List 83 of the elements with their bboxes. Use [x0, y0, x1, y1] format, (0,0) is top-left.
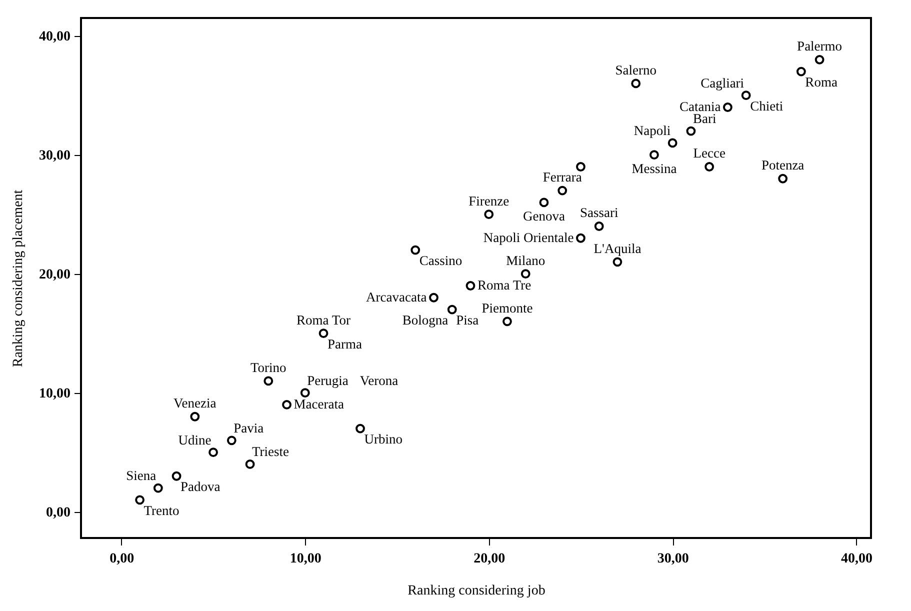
point: [502, 316, 512, 326]
annotation: Macerata: [294, 396, 344, 412]
annotation: Pisa: [456, 312, 479, 328]
point: [722, 102, 732, 112]
point: [741, 90, 751, 100]
x-axis-title: Ranking considering job: [408, 584, 546, 598]
point: [520, 269, 530, 279]
annotation: Siena: [126, 468, 156, 484]
point: [245, 460, 255, 469]
annotation: Lecce: [693, 146, 726, 161]
point: [466, 281, 476, 290]
annotation: Palermo: [797, 38, 842, 54]
annotation: Perugia: [307, 372, 348, 388]
x-tick-label: 0,00: [110, 552, 134, 566]
y-tick-label: 0,00: [46, 505, 70, 520]
point: [447, 304, 457, 314]
x-tick-label: 10,00: [290, 552, 322, 566]
point: [484, 210, 494, 220]
point: [558, 186, 568, 196]
annotation: Napoli: [634, 122, 671, 138]
point: [612, 257, 622, 267]
annotation: Verona: [360, 373, 398, 388]
x-tick-label: 40,00: [841, 552, 873, 566]
point: [668, 138, 678, 148]
annotation: Napoli Orientale: [483, 230, 574, 246]
annotation: Cagliari: [700, 75, 744, 90]
point: [429, 292, 438, 302]
annotation: Roma Tor: [296, 312, 351, 328]
annotation: Trieste: [252, 444, 290, 460]
annotation: Arcavacata: [366, 290, 427, 305]
point: [594, 222, 604, 231]
annotation: Trento: [144, 502, 180, 518]
annotation: Sassari: [580, 205, 618, 220]
annotation: Venezia: [174, 396, 216, 411]
point: [135, 495, 144, 505]
point: [208, 448, 218, 458]
annotation: Salerno: [615, 62, 657, 78]
point: [814, 54, 824, 64]
y-tick-label: 30,00: [39, 148, 70, 164]
annotation: Chieti: [750, 98, 784, 114]
annotation: Ferrara: [542, 170, 582, 185]
annotation: Udine: [178, 432, 212, 448]
point: [796, 66, 806, 76]
x-tick-label: 20,00: [474, 552, 506, 566]
y-tick-label: 20,00: [39, 267, 70, 282]
point: [631, 78, 641, 88]
annotation: L'Aquila: [594, 240, 642, 256]
point: [778, 174, 788, 184]
annotation: Parma: [328, 336, 362, 352]
point: [282, 400, 292, 410]
point: [172, 471, 182, 481]
annotation: Messina: [632, 160, 677, 176]
point: [190, 412, 200, 422]
annotation: Piemonte: [482, 300, 533, 316]
y-tick-label: 40,00: [39, 29, 70, 44]
annotation: Urbino: [364, 432, 403, 447]
point: [686, 126, 696, 136]
y-axis-title: Ranking considering placement: [11, 190, 26, 368]
point: [318, 328, 328, 338]
annotation: Potenza: [761, 158, 804, 173]
annotation: Milano: [506, 252, 546, 268]
annotation: Torino: [250, 360, 287, 375]
point: [264, 376, 274, 386]
point: [539, 198, 549, 208]
point: [576, 233, 586, 243]
annotation: Cassino: [419, 253, 462, 268]
annotation: Roma Tre: [477, 278, 532, 293]
point: [226, 436, 236, 446]
point: [356, 424, 365, 434]
annotation: Genova: [522, 208, 565, 224]
annotation: Roma: [805, 74, 838, 90]
annotation: Firenze: [468, 193, 510, 208]
point: [153, 483, 163, 493]
annotation: Bologna: [402, 312, 448, 328]
y-tick-label: 10,00: [39, 386, 70, 402]
point: [704, 162, 714, 172]
annotation: Padova: [180, 479, 220, 494]
annotation: Pavia: [234, 420, 264, 436]
x-tick-label: 30,00: [657, 552, 689, 566]
point: [300, 388, 310, 398]
point: [576, 162, 586, 172]
point: [650, 150, 659, 160]
point: [410, 245, 420, 255]
